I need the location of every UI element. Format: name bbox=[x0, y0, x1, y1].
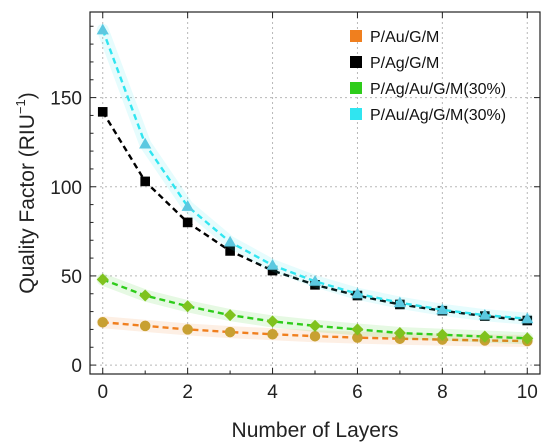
series-3 bbox=[96, 23, 534, 325]
data-point bbox=[182, 324, 193, 335]
x-tick-label: 8 bbox=[437, 382, 448, 403]
x-axis-title: Number of Layers bbox=[232, 419, 399, 442]
data-point bbox=[266, 259, 279, 270]
data-point bbox=[436, 303, 449, 315]
data-point bbox=[96, 273, 109, 286]
data-point bbox=[139, 320, 151, 332]
data-point bbox=[266, 315, 279, 328]
data-point bbox=[308, 275, 322, 286]
y-tick-label: 0 bbox=[71, 356, 82, 377]
legend-item: P/Au/Ag/G/M(30%) bbox=[350, 107, 506, 124]
legend: P/Au/G/M P/Ag/G/M P/Ag/Au/G/M(30%) P/Au/Ag/… bbox=[350, 29, 506, 124]
data-point bbox=[223, 235, 237, 247]
data-point bbox=[140, 176, 150, 187]
y-axis-title: Quality Factor (RIU−1) bbox=[13, 92, 39, 294]
data-point bbox=[478, 330, 491, 343]
x-tick-label: 10 bbox=[517, 382, 538, 403]
data-point bbox=[521, 312, 534, 324]
data-point bbox=[436, 328, 449, 341]
legend-item: P/Ag/Au/G/M(30%) bbox=[350, 81, 506, 98]
series-2 bbox=[96, 273, 534, 345]
data-series bbox=[96, 23, 534, 348]
series-line bbox=[102, 278, 528, 340]
legend-item: P/Ag/G/M bbox=[350, 55, 439, 72]
plot-frame bbox=[89, 11, 541, 375]
legend-label: P/Au/Ag/G/M(30%) bbox=[370, 107, 506, 124]
data-point bbox=[351, 323, 364, 336]
legend-swatch bbox=[350, 108, 362, 120]
legend-item: P/Au/G/M bbox=[350, 29, 439, 46]
x-tick-label: 6 bbox=[352, 382, 363, 403]
x-tick-label: 0 bbox=[97, 382, 108, 403]
x-tick-label: 2 bbox=[182, 382, 193, 403]
data-point bbox=[139, 289, 152, 302]
data-point bbox=[139, 137, 152, 149]
data-point bbox=[478, 308, 491, 320]
series-0 bbox=[96, 316, 534, 348]
data-point bbox=[97, 317, 108, 328]
data-point bbox=[308, 319, 322, 332]
data-point bbox=[393, 326, 406, 339]
data-point bbox=[181, 300, 194, 313]
data-point bbox=[393, 296, 407, 308]
y-tick-label: 150 bbox=[50, 89, 82, 110]
y-axis-title-close: ) bbox=[16, 92, 39, 99]
series-1 bbox=[97, 107, 533, 326]
legend-swatch bbox=[350, 82, 362, 94]
legend-swatch bbox=[350, 30, 362, 42]
y-tick-label: 50 bbox=[61, 267, 82, 288]
data-point bbox=[521, 332, 534, 345]
data-point bbox=[267, 328, 278, 340]
data-point bbox=[182, 217, 193, 228]
y-axis-title-main: Quality Factor (RIU bbox=[16, 114, 39, 294]
data-point bbox=[224, 309, 237, 322]
data-point bbox=[96, 23, 109, 35]
x-tick-label: 4 bbox=[267, 382, 278, 403]
series-line bbox=[101, 29, 528, 320]
y-axis-title-superscript: −1 bbox=[13, 99, 28, 114]
legend-label: P/Ag/Au/G/M(30%) bbox=[370, 81, 506, 98]
data-point bbox=[351, 287, 364, 299]
legend-label: P/Au/G/M bbox=[370, 29, 439, 46]
legend-swatch bbox=[350, 56, 362, 68]
data-point bbox=[309, 330, 321, 342]
y-tick-label: 100 bbox=[50, 178, 82, 199]
grid-lines bbox=[90, 12, 540, 374]
legend-label: P/Ag/G/M bbox=[370, 55, 439, 72]
data-point bbox=[224, 326, 236, 338]
data-point bbox=[181, 200, 194, 211]
data-point bbox=[97, 107, 108, 117]
